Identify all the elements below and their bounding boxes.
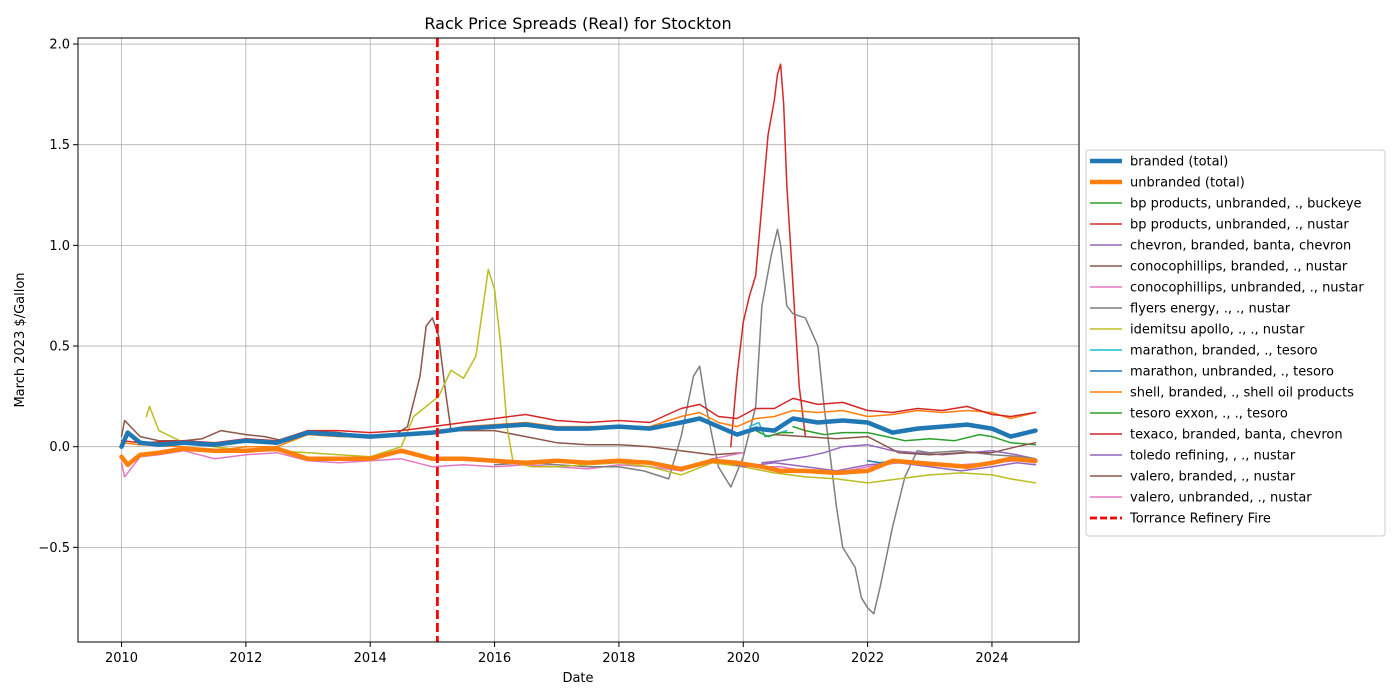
legend-label: branded (total) (1130, 155, 1228, 170)
series-line (792, 425, 1037, 446)
legend-label: idemitsu apollo, ., ., nustar (1130, 323, 1305, 338)
y-tick-label: 1.0 (49, 239, 70, 254)
legend-label: tesoro exxon, ., ., tesoro (1130, 407, 1288, 422)
legend-label: toledo refining, , ., nustar (1130, 449, 1296, 464)
y-tick-label: −0.5 (38, 541, 70, 556)
plot-area (119, 38, 1038, 642)
grid (78, 38, 1079, 642)
legend-label: marathon, unbranded, ., tesoro (1130, 365, 1334, 380)
series-line (773, 433, 1037, 456)
legend-label: valero, unbranded, ., nustar (1130, 491, 1312, 506)
legend-label: flyers energy, ., ., nustar (1130, 302, 1291, 317)
legend-label: conocophillips, branded, ., nustar (1130, 260, 1348, 275)
y-tick-label: 2.0 (49, 38, 70, 53)
x-tick-label: 2016 (478, 651, 511, 666)
legend-frame (1085, 149, 1386, 537)
y-axis-title: March 2023 $/Gallon (13, 272, 28, 407)
legend-label: bp products, unbranded, ., nustar (1130, 218, 1349, 233)
series-line (680, 458, 1037, 472)
x-axis-title: Date (562, 671, 593, 686)
legend-label: Torrance Refinery Fire (1129, 512, 1271, 527)
x-tick-label: 2010 (105, 651, 138, 666)
legend-label: marathon, branded, ., tesoro (1130, 344, 1318, 359)
legend-label: conocophillips, unbranded, ., nustar (1130, 281, 1364, 296)
plot-frame (77, 37, 1080, 643)
x-axis: 2010 2012 2014 2016 2018 2020 2022 2024 (105, 642, 1009, 666)
series-line (493, 228, 1037, 615)
series-line (119, 446, 1038, 476)
x-tick-label: 2022 (851, 651, 884, 666)
series-group (119, 38, 1038, 642)
legend-label: texaco, branded, banta, chevron (1130, 428, 1343, 443)
y-axis: −0.5 0.0 0.5 1.0 1.5 2.0 (38, 38, 78, 556)
series-line (761, 443, 1037, 464)
series-line (119, 416, 1038, 449)
y-tick-label: 1.5 (49, 138, 70, 153)
x-tick-label: 2018 (602, 651, 635, 666)
legend-label: unbranded (total) (1130, 176, 1245, 191)
x-tick-label: 2024 (975, 651, 1008, 666)
legend-label: chevron, branded, banta, chevron (1130, 239, 1351, 254)
series-line (730, 63, 807, 448)
x-tick-label: 2014 (354, 651, 387, 666)
legend-label: valero, branded, ., nustar (1130, 470, 1296, 485)
x-tick-label: 2012 (229, 651, 262, 666)
y-tick-label: 0.5 (49, 340, 70, 355)
legend: branded (total) unbranded (total) bp produ… (1085, 149, 1386, 537)
legend-label: shell, branded, ., shell oil products (1130, 386, 1354, 401)
y-tick-label: 0.0 (49, 440, 70, 455)
series-line (120, 317, 745, 456)
legend-label: bp products, unbranded, ., buckeye (1130, 197, 1362, 212)
x-tick-label: 2020 (727, 651, 760, 666)
chart-title: Rack Price Spreads (Real) for Stockton (424, 14, 731, 33)
